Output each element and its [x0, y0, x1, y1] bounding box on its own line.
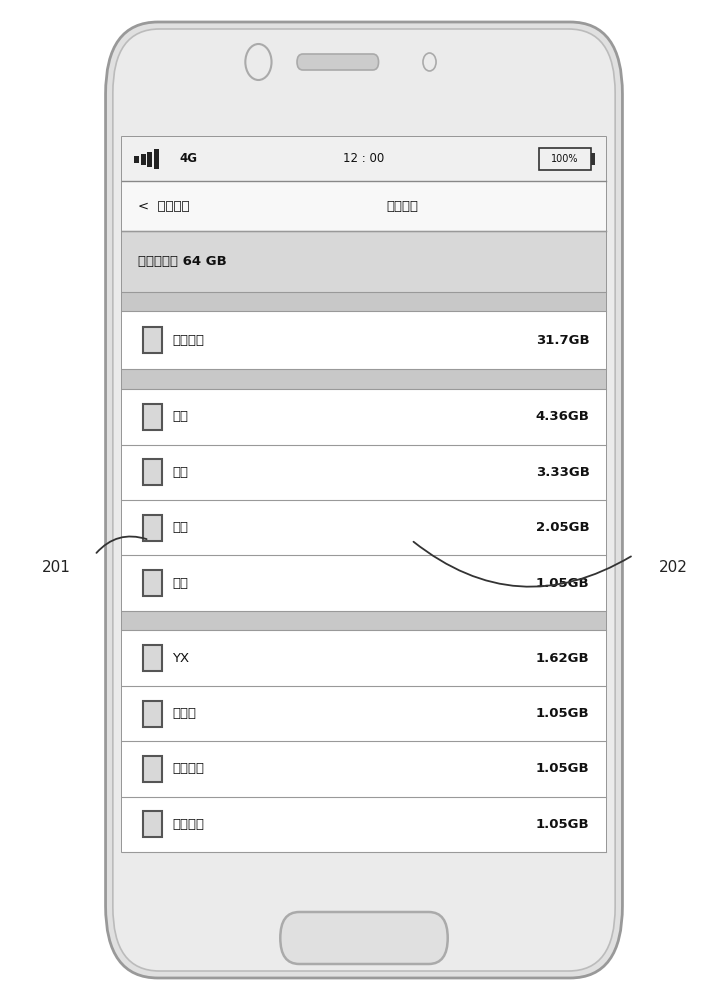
FancyBboxPatch shape [113, 29, 615, 971]
Text: 2.05GB: 2.05GB [536, 521, 590, 534]
Text: 201: 201 [42, 560, 71, 576]
Text: 文档: 文档 [173, 577, 189, 590]
Bar [591, 153, 595, 165]
Bar [122, 231, 606, 292]
Text: YX: YX [173, 652, 190, 665]
Bar [143, 756, 162, 782]
Bar [122, 500, 606, 555]
Bar [143, 811, 162, 837]
Bar [143, 645, 162, 671]
Text: 视频应用: 视频应用 [173, 762, 205, 775]
Bar [122, 369, 606, 389]
Text: 12 : 00: 12 : 00 [344, 152, 384, 165]
FancyBboxPatch shape [297, 54, 379, 70]
Text: 1.05GB: 1.05GB [536, 818, 590, 831]
Bar [122, 686, 606, 741]
Bar [141, 153, 146, 164]
Bar [147, 151, 152, 166]
Text: 音频: 音频 [173, 466, 189, 479]
Text: 100%: 100% [551, 154, 579, 164]
Bar [134, 155, 139, 162]
Bar [143, 327, 162, 353]
Bar [122, 630, 606, 686]
Text: 1.05GB: 1.05GB [536, 762, 590, 775]
Text: 浏览器: 浏览器 [173, 707, 197, 720]
Bar [143, 570, 162, 596]
Text: 图片: 图片 [173, 410, 189, 423]
FancyBboxPatch shape [280, 912, 448, 964]
Bar [122, 611, 606, 630]
Bar [122, 555, 606, 611]
Text: 存储空间: 存储空间 [387, 200, 419, 213]
Bar [122, 137, 606, 181]
Text: 4.36GB: 4.36GB [536, 410, 590, 423]
Bar [154, 149, 159, 168]
Bar [143, 701, 162, 727]
Bar [143, 459, 162, 485]
Bar [122, 741, 606, 797]
Text: 1.05GB: 1.05GB [536, 577, 590, 590]
Text: 3.33GB: 3.33GB [536, 466, 590, 479]
Bar [122, 445, 606, 500]
Bar [122, 311, 606, 369]
Bar [122, 292, 606, 311]
Bar [143, 515, 162, 541]
Text: 1.05GB: 1.05GB [536, 707, 590, 720]
FancyBboxPatch shape [106, 22, 622, 978]
Bar [122, 137, 606, 852]
Text: 1.62GB: 1.62GB [536, 652, 590, 665]
Text: 31.7GB: 31.7GB [536, 334, 590, 347]
Bar [143, 404, 162, 430]
Bar [122, 797, 606, 852]
Text: 音频应用: 音频应用 [173, 818, 205, 831]
Bar [539, 148, 591, 170]
Bar [122, 389, 606, 445]
Text: 剩余容量: 剩余容量 [173, 334, 205, 347]
Text: 4G: 4G [179, 152, 197, 165]
Text: 手机总容量 64 GB: 手机总容量 64 GB [138, 255, 227, 268]
Text: 视频: 视频 [173, 521, 189, 534]
Text: <  其他设置: < 其他设置 [138, 200, 190, 213]
Text: 202: 202 [659, 560, 688, 576]
Bar [122, 181, 606, 231]
